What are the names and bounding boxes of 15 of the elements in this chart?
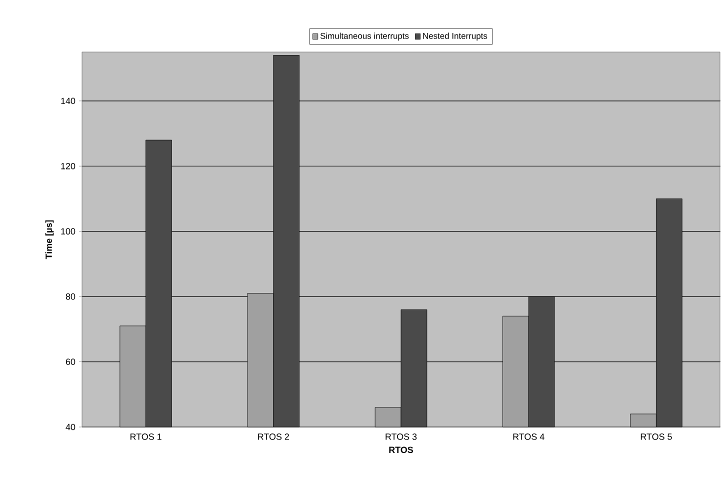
y-tick-label: 80 — [66, 293, 76, 300]
legend-label: Nested Interrupts — [423, 32, 488, 41]
x-tick-label: RTOS 1 — [130, 434, 162, 440]
legend-label: Simultaneous interrupts — [320, 32, 409, 41]
y-tick-label: 120 — [61, 162, 76, 170]
x-tick-label: RTOS 5 — [640, 434, 672, 440]
x-tick-label: RTOS 3 — [386, 434, 417, 440]
y-tick-label: 100 — [61, 228, 76, 235]
x-tick-label: RTOS 4 — [513, 434, 544, 440]
x-tick-label: RTOS 2 — [258, 434, 289, 440]
y-tick-label: 140 — [61, 98, 76, 104]
y-tick-label: 60 — [66, 358, 76, 365]
y-tick-label: 40 — [66, 424, 76, 430]
x-axis-title: RTOS — [389, 446, 414, 454]
y-axis-title: Time [µs] — [45, 220, 54, 260]
